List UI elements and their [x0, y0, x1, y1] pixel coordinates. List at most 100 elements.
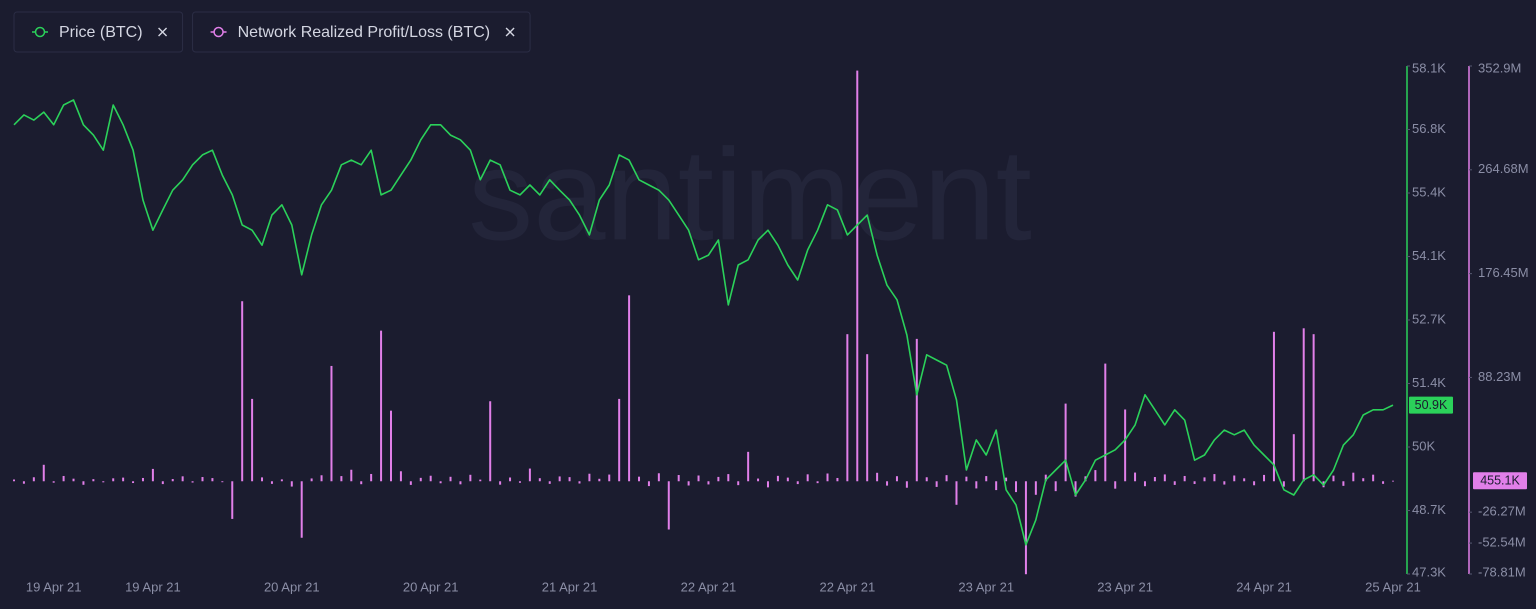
bar: [1362, 478, 1365, 482]
bar: [161, 481, 164, 485]
y2-tick-label: 176.45M: [1478, 265, 1529, 280]
bar: [389, 410, 392, 482]
bar: [518, 481, 521, 483]
bar: [1302, 328, 1305, 482]
bar: [399, 471, 402, 482]
x-tick-label: 19 Apr 21: [26, 579, 82, 594]
legend-item[interactable]: Network Realized Profit/Loss (BTC): [192, 11, 531, 53]
bar: [876, 472, 879, 482]
bar: [181, 476, 184, 482]
bar: [1183, 475, 1186, 482]
bar: [320, 475, 323, 482]
legend-box: [13, 11, 184, 53]
bar: [439, 481, 442, 484]
bar: [1024, 481, 1027, 575]
y-tick-label: 52.7K: [1412, 311, 1446, 326]
bar: [499, 481, 502, 485]
bar: [1163, 474, 1166, 482]
bar: [429, 475, 432, 482]
bar: [241, 301, 244, 482]
bar: [1015, 481, 1018, 493]
value-badge: [1409, 396, 1453, 414]
bar: [737, 481, 740, 486]
y-tick-label: 50K: [1412, 438, 1435, 453]
legend-icon: [213, 26, 224, 38]
bar: [419, 477, 422, 482]
bar: [1372, 474, 1375, 482]
bar: [102, 481, 105, 483]
bar: [757, 478, 760, 482]
bar: [191, 481, 194, 483]
bar: [608, 474, 611, 482]
bar: [1124, 409, 1127, 482]
bar: [826, 473, 829, 482]
x-tick-label: 22 Apr 21: [681, 579, 737, 594]
bar: [1034, 481, 1037, 495]
bar: [995, 481, 998, 491]
bar: [1392, 480, 1394, 482]
bar: [1223, 481, 1226, 485]
bar: [836, 477, 839, 482]
legend: Price (BTC) Network Realized Profit/Loss …: [13, 11, 531, 53]
bar: [201, 477, 204, 482]
legend-label: Price (BTC): [59, 24, 143, 41]
bar: [330, 365, 333, 482]
y2-tick-label: -52.54M: [1478, 535, 1526, 550]
bar: [221, 481, 224, 483]
bar: [82, 481, 85, 485]
bar: [618, 398, 621, 482]
x-tick-label: 22 Apr 21: [820, 579, 876, 594]
bar: [32, 477, 35, 482]
bar: [280, 479, 283, 482]
x-tick-label: 20 Apr 21: [264, 579, 320, 594]
bar: [42, 464, 45, 482]
bar: [509, 477, 512, 482]
bar: [1292, 434, 1295, 482]
y2-tick-label: -78.81M: [1478, 564, 1526, 579]
legend-icon: [34, 26, 46, 38]
bar: [479, 479, 482, 482]
y2-tick-label: 352.9M: [1478, 60, 1521, 75]
bar: [578, 481, 581, 484]
legend-close[interactable]: [505, 27, 515, 37]
bar: [538, 478, 541, 482]
y-tick-label: 51.4K: [1412, 375, 1446, 390]
y-tick-label: 47.3K: [1412, 564, 1446, 579]
x-tick-label: 19 Apr 21: [125, 579, 181, 594]
bar: [985, 476, 988, 482]
bar: [62, 475, 65, 482]
y2-tick-label: 264.68M: [1478, 161, 1529, 176]
bar: [667, 481, 670, 530]
legend-label: Network Realized Profit/Loss (BTC): [238, 24, 491, 41]
y-tick-label: 56.8K: [1412, 121, 1446, 136]
bar: [1312, 334, 1315, 482]
bar: [132, 481, 135, 484]
bar: [380, 330, 383, 482]
bar: [13, 479, 15, 482]
bar: [747, 451, 750, 482]
bar: [935, 481, 938, 487]
bar: [905, 481, 908, 488]
bar: [1044, 474, 1047, 482]
bar: [1054, 481, 1057, 492]
bar: [1332, 475, 1335, 482]
bar: [628, 295, 631, 482]
bar: [350, 469, 353, 482]
y2-tick-label: 88.23M: [1478, 369, 1521, 384]
bar: [300, 481, 303, 538]
bar: [112, 478, 115, 482]
bar: [776, 475, 779, 482]
bar: [638, 476, 641, 482]
bar: [1243, 478, 1246, 482]
legend-close[interactable]: [158, 27, 168, 37]
bar: [568, 477, 571, 482]
legend-item[interactable]: Price (BTC): [13, 11, 184, 53]
bar: [211, 478, 214, 482]
y-tick-label: 48.7K: [1412, 502, 1446, 517]
bar: [965, 476, 968, 482]
bar: [895, 476, 898, 482]
bar: [687, 481, 690, 486]
bar: [1382, 481, 1385, 484]
bar: [1342, 481, 1345, 486]
